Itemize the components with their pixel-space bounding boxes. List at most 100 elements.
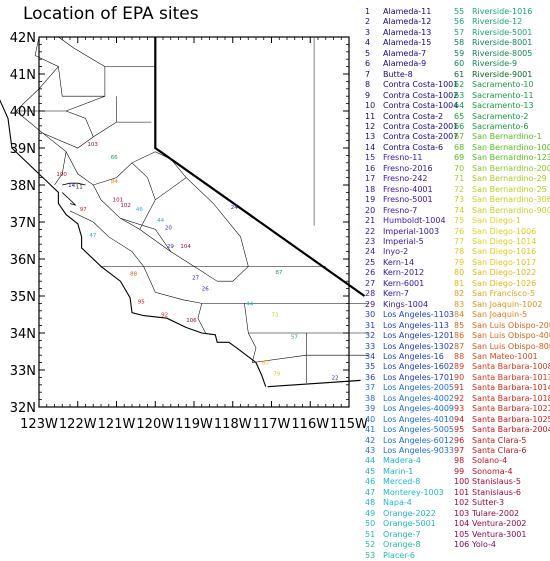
legend-item-number: 80: [454, 268, 465, 278]
legend-item: 11 Contra Costa-2: [365, 112, 458, 122]
legend-item-name: Kern-14: [383, 257, 415, 267]
legend-item: 81 San Diego-1026: [454, 279, 550, 289]
site-marker-label: 24: [231, 205, 238, 211]
x-tick-label: 123W: [20, 417, 58, 432]
legend-item: 4 Alameda-15: [365, 38, 458, 48]
legend-item-number: 6: [365, 59, 371, 69]
legend-item-number: 25: [365, 257, 376, 267]
legend-item: 65 Sacramento-2: [454, 112, 550, 122]
legend-item: 52 Orange-8: [365, 540, 458, 550]
legend-item-name: Kern-7: [383, 289, 409, 299]
legend-item-name: Monterey-1003: [383, 487, 444, 497]
legend-item: 34 Los Angeles-16: [365, 352, 458, 362]
legend-item: 73 San Bernardino-306: [454, 195, 550, 205]
legend-item-number: 59: [454, 48, 465, 58]
legend-item-name: San Luis Obispo-8002: [472, 341, 550, 351]
legend-item: 1 Alameda-11: [365, 7, 458, 17]
legend-item-number: 93: [454, 404, 465, 414]
legend-item-number: 37: [365, 383, 376, 393]
y-tick-label: 33N: [10, 364, 36, 379]
legend-item-number: 104: [454, 519, 470, 529]
legend-item-name: Santa Clara-6: [472, 446, 527, 456]
x-tick-label: 122W: [59, 417, 97, 432]
legend-item-number: 27: [365, 278, 376, 288]
legend-item-number: 30: [365, 310, 376, 320]
legend-item-name: Marin-1: [383, 466, 414, 476]
legend-item: 68 San Bernardino-1004: [454, 143, 550, 153]
legend-item: 103 Tulare-2002: [454, 509, 550, 519]
legend-item-name: Napa-4: [383, 498, 412, 508]
legend-item: 74 San Bernardino-9004: [454, 206, 550, 216]
site-marker-label: 80: [262, 361, 269, 367]
legend-item-name: Orange-8: [383, 540, 421, 550]
legend-item-name: Los Angeles-1701: [383, 372, 455, 382]
legend-item-name: San Bernardino-1234: [472, 153, 550, 163]
legend-item: 40 Los Angeles-4010: [365, 415, 458, 425]
x-tick-label: 121W: [98, 417, 136, 432]
legend-item-number: 12: [365, 121, 376, 131]
legend-item-number: 49: [365, 508, 376, 518]
legend-item-number: 95: [454, 425, 465, 435]
legend-column-2: 55 Riverside-1016 56 Riverside-12 57 Riversid…: [454, 7, 550, 551]
legend-item: 22 Imperial-1003: [365, 227, 458, 237]
y-tick-label: 38N: [10, 179, 36, 194]
x-tick-label: 119W: [175, 417, 213, 432]
y-tick-label: 35N: [10, 290, 36, 305]
legend-item-name: Alameda-13: [383, 27, 432, 37]
legend-item-number: 29: [365, 299, 376, 309]
legend-item-name: San Diego-1017: [472, 257, 537, 267]
y-tick-label: 39N: [10, 142, 36, 157]
county-line: [197, 303, 206, 334]
legend-item: 83 San Joaquin-1002: [454, 300, 550, 310]
county-line: [120, 218, 172, 252]
legend-item: 82 San Francisco-5: [454, 289, 550, 299]
county-line: [66, 110, 94, 138]
legend-item-number: 22: [365, 226, 376, 236]
legend-item-name: Sacramento-11: [472, 90, 534, 100]
legend-item: 46 Merced-8: [365, 477, 458, 487]
legend-item-name: Stanislaus-6: [472, 487, 521, 497]
legend-item-name: Los Angeles-4009: [383, 404, 455, 414]
site-marker-label: 97: [80, 207, 87, 213]
legend-item: 79 San Diego-1017: [454, 258, 550, 268]
legend-item-name: Los Angeles-16: [383, 351, 444, 361]
legend-item-name: San Luis Obispo-2004: [472, 320, 550, 330]
legend-item: 57 Riverside-5001: [454, 28, 550, 38]
site-marker-label: 14: [68, 183, 75, 189]
legend-item: 39 Los Angeles-4009: [365, 404, 458, 414]
legend-item-number: 23: [365, 236, 376, 246]
legend-item-name: Santa Barbara-1021: [472, 404, 550, 414]
site-marker-label: 26: [202, 287, 209, 293]
legend-item: 84 San Joaquin-5: [454, 310, 550, 320]
legend-item: 98 Solano-4: [454, 456, 550, 466]
legend-item: 37 Los Angeles-2005: [365, 383, 458, 393]
legend-item: 27 Kern-6001: [365, 279, 458, 289]
legend-item-number: 21: [365, 216, 376, 226]
legend-item: 41 Los Angeles-5005: [365, 425, 458, 435]
legend-item: 16 Fresno-2016: [365, 164, 458, 174]
legend-item-number: 63: [454, 90, 465, 100]
legend-item: 43 Los Angeles-9033: [365, 446, 458, 456]
site-marker-label: 44: [157, 218, 164, 224]
legend-item: 100 Stanislaus-5: [454, 477, 550, 487]
y-axis-ticks: 42N 41N 40N 39N 38N 37N 36N 35N 34N 33N 32N: [10, 31, 349, 416]
legend-item: 93 Santa Barbara-1021: [454, 404, 550, 414]
legend-item-name: Contra Costa-1001: [383, 80, 459, 90]
legend-item-name: Santa Barbara-1014: [472, 383, 550, 393]
county-line: [15, 66, 152, 149]
legend-item-number: 91: [454, 383, 465, 393]
legend-item: 2 Alameda-12: [365, 17, 458, 27]
legend-item-name: Santa Barbara-1013: [472, 372, 550, 382]
legend-item-name: Contra Costa-1004: [383, 101, 459, 111]
legend-item-name: Alameda-11: [383, 7, 432, 16]
legend-item-number: 52: [365, 540, 376, 550]
legend-item-number: 8: [365, 80, 371, 90]
legend-item: 78 San Diego-1016: [454, 247, 550, 257]
legend-item: 101 Stanislaus-6: [454, 488, 550, 498]
legend-item: 10 Contra Costa-1004: [365, 101, 458, 111]
legend-item: 92 Santa Barbara-1018: [454, 394, 550, 404]
legend-item-number: 28: [365, 289, 376, 299]
legend-item-name: Santa Clara-5: [472, 435, 527, 445]
legend-item-name: Los Angeles-1302: [383, 341, 455, 351]
site-marker-label: 22: [332, 375, 339, 381]
